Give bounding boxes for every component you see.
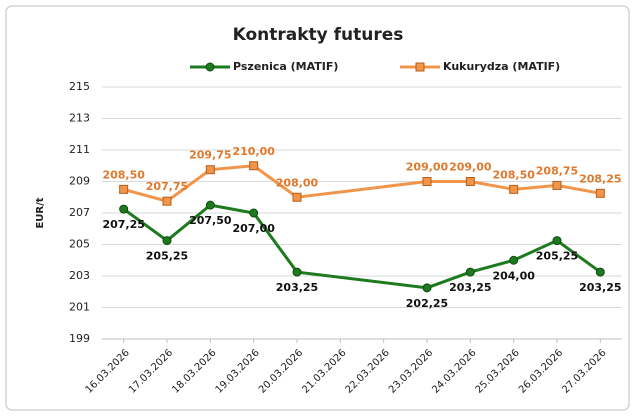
data-label: 204,00 — [492, 269, 535, 282]
point — [465, 267, 475, 277]
point — [292, 267, 302, 277]
legend-marker — [415, 62, 425, 72]
y-tick-label: 205 — [69, 238, 90, 251]
point — [249, 208, 259, 218]
point — [292, 192, 302, 202]
data-label: 209,75 — [189, 149, 231, 162]
point — [509, 255, 519, 265]
data-label: 209,00 — [406, 161, 449, 174]
point — [595, 188, 605, 198]
data-label: 208,50 — [492, 168, 535, 181]
point — [422, 283, 432, 293]
data-label: 208,75 — [536, 164, 578, 177]
series-line — [122, 203, 602, 290]
data-label: 207,25 — [102, 218, 144, 231]
y-tick-label: 199 — [69, 332, 90, 345]
data-label: 207,00 — [232, 222, 275, 235]
legend-label: Kukurydza (MATIF) — [443, 60, 560, 73]
data-label: 203,25 — [449, 281, 491, 294]
point — [552, 180, 562, 190]
point — [595, 267, 605, 277]
y-tick-label: 207 — [69, 206, 90, 219]
y-tick-label: 213 — [69, 112, 90, 125]
point — [552, 236, 562, 246]
data-label: 203,25 — [276, 281, 318, 294]
y-tick-label: 215 — [69, 80, 90, 93]
point — [162, 196, 172, 206]
y-axis-label: EUR/t — [35, 197, 46, 228]
y-tick-label: 209 — [69, 175, 90, 188]
data-label: 208,00 — [276, 176, 319, 189]
data-label: 209,00 — [449, 161, 492, 174]
data-label: 208,25 — [579, 172, 621, 185]
data-label: 210,00 — [232, 145, 275, 158]
point — [205, 200, 215, 210]
point — [249, 161, 259, 171]
point — [119, 184, 129, 194]
data-label: 207,75 — [146, 180, 188, 193]
data-label: 205,25 — [536, 250, 578, 263]
data-label: 202,25 — [406, 297, 448, 310]
chart-frame — [5, 5, 630, 411]
data-label: 208,50 — [102, 168, 145, 181]
data-label: 207,50 — [189, 214, 232, 227]
point — [509, 184, 519, 194]
point — [422, 177, 432, 186]
point — [465, 177, 475, 186]
y-tick-label: 203 — [69, 269, 90, 282]
y-tick-label: 201 — [69, 301, 90, 314]
data-label: 203,25 — [579, 281, 621, 294]
series-line — [123, 164, 601, 203]
point — [162, 236, 172, 246]
y-tick-label: 211 — [69, 143, 90, 156]
point — [205, 165, 215, 175]
legend-label: Pszenica (MATIF) — [233, 60, 338, 73]
point — [119, 204, 129, 214]
data-label: 205,25 — [146, 250, 188, 263]
chart-title: Kontrakty futures — [233, 25, 404, 45]
legend-marker — [205, 62, 215, 72]
